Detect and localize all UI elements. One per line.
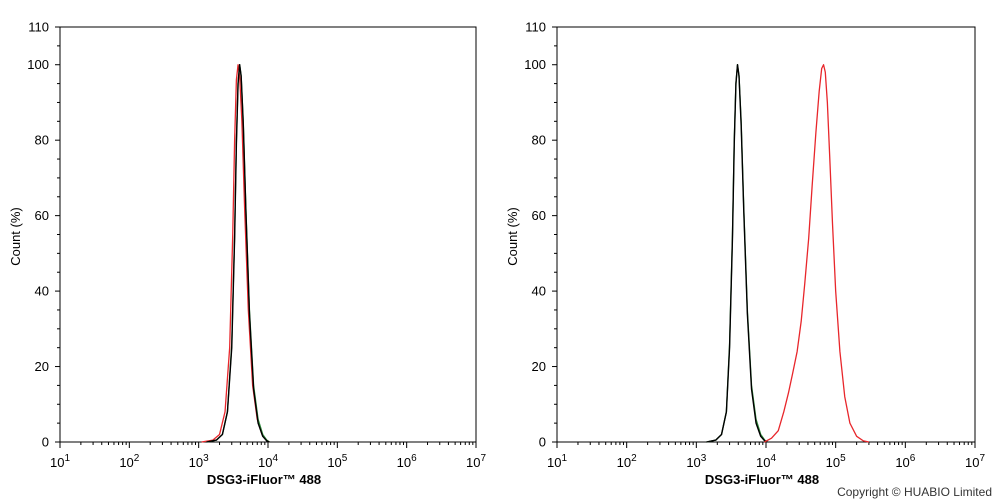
y-tick-label: 20 (532, 359, 546, 374)
copyright-text: Copyright © HUABIO Limited (837, 485, 992, 499)
y-tick-label: 80 (532, 133, 546, 148)
y-tick-label: 100 (27, 57, 49, 72)
x-axis-title: DSG3-iFluor™ 488 (705, 472, 819, 487)
y-tick-label: 110 (28, 20, 49, 35)
y-tick-label: 60 (532, 208, 546, 223)
x-tick-label: 107 (466, 453, 486, 470)
x-tick-label: 103 (189, 453, 209, 470)
x-tick-label: 105 (826, 453, 846, 470)
x-tick-label: 103 (686, 453, 706, 470)
y-axis-title: Count (%) (8, 207, 23, 266)
x-tick-label: 101 (547, 453, 567, 470)
x-tick-label: 102 (617, 453, 637, 470)
y-tick-label: 100 (524, 57, 546, 72)
x-tick-label: 104 (258, 453, 278, 470)
histogram-line-red (764, 64, 870, 443)
histogram-line-red (201, 64, 270, 443)
y-axis-title: Count (%) (505, 207, 520, 266)
x-axis-title: DSG3-iFluor™ 488 (207, 472, 321, 487)
histogram-panel-right: 0 20 40 60 80 100 110 101 102 103 104 105 106 107 DSG3… (505, 20, 985, 488)
x-tick-label: 104 (756, 453, 776, 470)
y-tick-label: 60 (35, 208, 49, 223)
y-tick-label: 20 (35, 359, 49, 374)
x-tick-label: 105 (327, 453, 347, 470)
y-tick-label: 0 (539, 435, 546, 450)
x-tick-label: 107 (965, 453, 985, 470)
plot-frame (59, 26, 477, 443)
y-tick-label: 110 (525, 20, 546, 35)
x-tick-label: 106 (895, 453, 915, 470)
x-tick-label: 106 (397, 453, 417, 470)
histogram-line-black (206, 64, 270, 443)
histogram-line-green (706, 64, 768, 443)
x-tick-label: 101 (50, 453, 70, 470)
histogram-line-black (706, 64, 768, 443)
y-tick-label: 40 (532, 284, 546, 299)
y-tick-label: 80 (35, 133, 49, 148)
y-tick-label: 0 (42, 435, 49, 450)
plot-frame (556, 26, 976, 443)
y-tick-label: 40 (35, 284, 49, 299)
x-tick-label: 102 (119, 453, 139, 470)
histogram-line-green (206, 64, 270, 443)
histogram-panel-left: 0 20 40 60 80 100 110 101 102 103 104 105 106 107 DSG3… (8, 20, 486, 488)
